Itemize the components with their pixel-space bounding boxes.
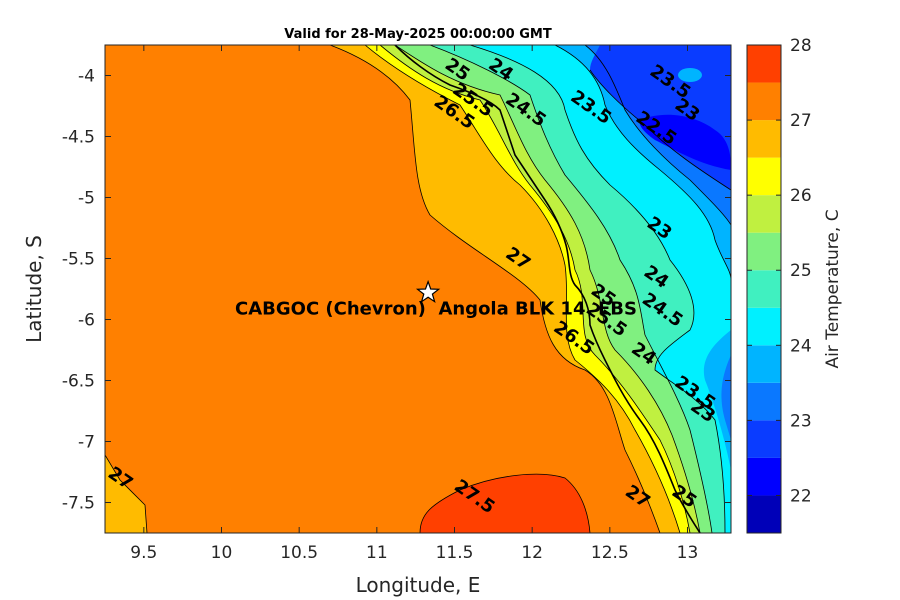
x-tick-label: 10	[211, 543, 233, 563]
colorbar-frame	[746, 44, 782, 534]
x-axis-ticks: 9.5 10 10.5 11 11.5 12 12.5 13	[130, 45, 698, 563]
site-label: CABGOC (Chevron) Angola BLK 14 EBS	[235, 299, 637, 320]
colorbar-swatch	[747, 195, 781, 233]
colorbar-label: Air Temperature, C	[823, 209, 843, 368]
y-tick-label: -6	[78, 311, 95, 331]
band-22-22.5	[639, 114, 731, 170]
band-23.5-blob	[678, 68, 702, 82]
x-tick-label: 11.5	[436, 543, 474, 563]
colorbar-tick-label: 22	[790, 486, 812, 506]
colorbar-tick-label: 27	[790, 111, 812, 131]
colorbar-swatch	[747, 270, 781, 308]
coastline	[394, 45, 701, 533]
band-26.5-27-west	[105, 455, 147, 533]
chart-title: Valid for 28-May-2025 00:00:00 GMT	[284, 27, 552, 42]
colorbar-tick-label: 25	[790, 261, 812, 281]
y-tick-label: -5	[78, 189, 95, 209]
x-tick-label: 10.5	[280, 543, 318, 563]
x-tick-label: 9.5	[130, 543, 157, 563]
colorbar-swatch	[747, 495, 781, 533]
colorbar-swatch	[747, 420, 781, 458]
colorbar	[747, 45, 781, 533]
band-23.5-24-south	[703, 330, 731, 470]
colorbar-tick-label: 24	[790, 336, 812, 356]
temperature-field	[105, 45, 731, 533]
y-tick-label: -7.5	[62, 494, 95, 514]
colorbar-swatch	[747, 307, 781, 346]
x-axis-label: Longitude, E	[356, 573, 481, 597]
y-tick-label: -4.5	[62, 128, 95, 148]
colorbar-swatch	[747, 120, 781, 158]
x-tick-label: 12	[521, 543, 543, 563]
colorbar-swatch	[747, 82, 781, 121]
band-23-23.5-south	[721, 355, 731, 440]
colorbar-swatch	[747, 232, 781, 271]
colorbar-swatch	[747, 157, 781, 196]
colorbar-swatch	[747, 345, 781, 383]
y-axis-label: Latitude, S	[22, 235, 46, 343]
band-27.5-28	[420, 474, 590, 533]
x-tick-label: 11	[366, 543, 388, 563]
contour-lines	[105, 45, 731, 533]
x-tick-label: 12.5	[591, 543, 629, 563]
y-axis-ticks: -4 -4.5 -5 -5.5 -6 -6.5 -7 -7.5	[62, 67, 731, 514]
site-marker: CABGOC (Chevron) Angola BLK 14 EBS	[235, 279, 637, 320]
colorbar-swatch	[747, 382, 781, 421]
colorbar-swatch	[747, 457, 781, 496]
colorbar-tick-label: 26	[790, 186, 812, 206]
colorbar-tick-label: 28	[790, 36, 812, 56]
y-tick-label: -7	[78, 433, 95, 453]
colorbar-ticks: 22 23 24 25 26 27 28	[747, 36, 812, 506]
y-tick-label: -4	[78, 67, 95, 87]
y-tick-label: -5.5	[62, 250, 95, 270]
x-tick-label: 13	[677, 543, 699, 563]
plot-frame	[104, 44, 732, 534]
colorbar-tick-label: 23	[790, 411, 812, 431]
star-icon	[415, 279, 441, 304]
y-tick-label: -6.5	[62, 372, 95, 392]
colorbar-swatch	[747, 45, 781, 83]
